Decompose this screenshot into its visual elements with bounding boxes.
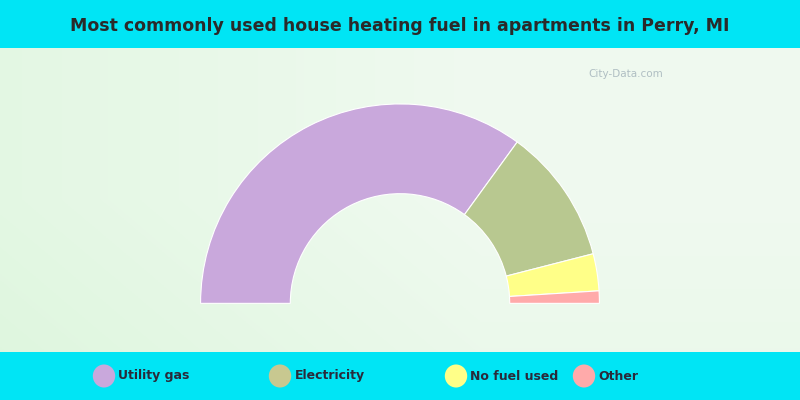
Text: Most commonly used house heating fuel in apartments in Perry, MI: Most commonly used house heating fuel in… (70, 17, 730, 35)
Wedge shape (465, 142, 593, 276)
Text: Electricity: Electricity (294, 370, 365, 382)
Wedge shape (506, 254, 599, 296)
Text: City-Data.com: City-Data.com (588, 69, 663, 79)
Text: No fuel used: No fuel used (470, 370, 558, 382)
Ellipse shape (93, 364, 115, 388)
Text: Other: Other (598, 370, 638, 382)
Text: Utility gas: Utility gas (118, 370, 190, 382)
Wedge shape (201, 104, 518, 303)
Ellipse shape (269, 364, 291, 388)
Ellipse shape (573, 364, 595, 388)
Ellipse shape (445, 364, 467, 388)
Wedge shape (510, 291, 599, 303)
